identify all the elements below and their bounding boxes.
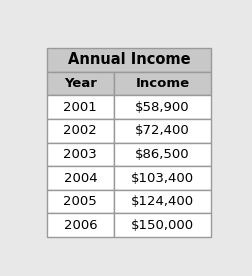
FancyBboxPatch shape [113,166,211,190]
FancyBboxPatch shape [113,119,211,143]
FancyBboxPatch shape [113,214,211,237]
Text: 2001: 2001 [64,101,97,114]
FancyBboxPatch shape [113,95,211,119]
FancyBboxPatch shape [113,190,211,214]
Text: $58,900: $58,900 [135,101,190,114]
Text: Income: Income [135,77,190,90]
FancyBboxPatch shape [47,48,211,72]
FancyBboxPatch shape [47,119,113,143]
Text: 2006: 2006 [64,219,97,232]
Text: $150,000: $150,000 [131,219,194,232]
Text: 2002: 2002 [64,124,97,137]
FancyBboxPatch shape [47,143,113,166]
Text: Annual Income: Annual Income [68,52,191,67]
FancyBboxPatch shape [113,143,211,166]
FancyBboxPatch shape [113,72,211,95]
Text: 2003: 2003 [64,148,97,161]
FancyBboxPatch shape [47,95,113,119]
Text: $103,400: $103,400 [131,171,194,185]
Text: 2005: 2005 [64,195,97,208]
Text: 2004: 2004 [64,171,97,185]
FancyBboxPatch shape [47,214,113,237]
Text: $72,400: $72,400 [135,124,190,137]
Text: $124,400: $124,400 [131,195,194,208]
FancyBboxPatch shape [47,166,113,190]
FancyBboxPatch shape [47,72,113,95]
Text: $86,500: $86,500 [135,148,190,161]
Text: Year: Year [64,77,97,90]
FancyBboxPatch shape [47,190,113,214]
